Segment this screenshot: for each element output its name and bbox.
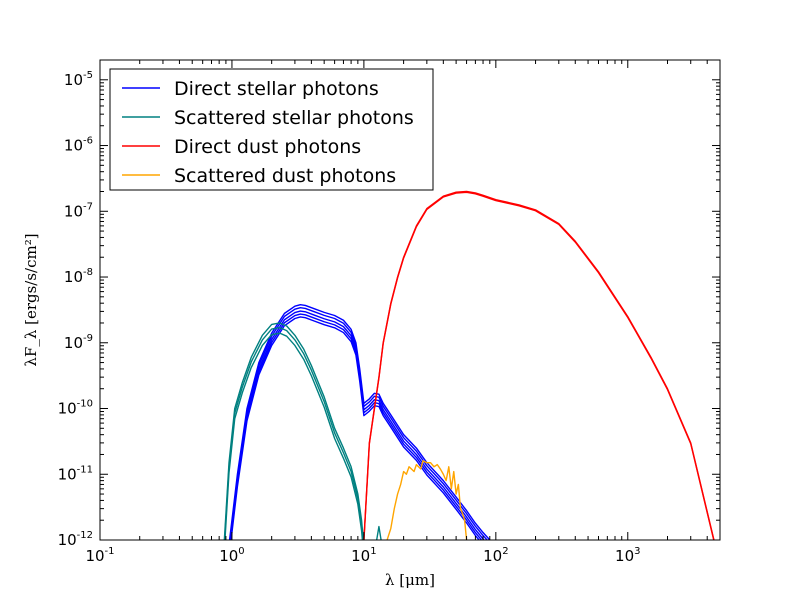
x-tick-label-0: 10-1 [85,546,114,565]
series-layer [223,190,715,540]
legend-label-3: Scattered dust photons [174,165,396,187]
y-tick-label-1: 10-11 [58,464,93,483]
y-tick-label-6: 10-6 [64,136,93,155]
y-tick-label-4: 10-8 [64,267,93,286]
y-tick-label-2: 10-10 [58,399,93,418]
legend-label-1: Scattered stellar photons [174,107,414,129]
legend-box [109,68,434,191]
y-tick-label-0: 10-12 [58,530,93,549]
plot-frame [99,59,721,541]
series-line-0-4 [230,316,480,540]
x-axis-label: λ [μm] [385,571,435,589]
x-tick-label-2: 101 [351,546,376,565]
x-tick-label-4: 103 [615,546,640,565]
series-line-4-0 [386,460,468,540]
series-line-1-0 [223,322,365,540]
y-tick-label-3: 10-9 [64,333,93,352]
x-tick-label-3: 102 [483,546,508,565]
legend-label-0: Direct stellar photons [174,78,379,100]
x-tick-label-1: 100 [219,546,244,565]
series-line-3-1 [363,191,715,540]
series-line-1-2 [224,332,364,540]
series-line-2-0 [375,525,382,540]
legend-label-2: Direct dust photons [174,136,361,158]
legend: Direct stellar photons Scattered stellar … [109,68,434,191]
y-axis-label: λF_λ [ergs/s/cm²] [22,233,40,366]
series-line-1-1 [223,326,364,540]
y-tick-label-7: 10-5 [64,70,93,89]
tick-layer: 10-1 100 101 102 103 10-12 10-11 10-10 10-9 10-8 1… [58,59,721,565]
y-tick-label-5: 10-7 [64,201,93,220]
